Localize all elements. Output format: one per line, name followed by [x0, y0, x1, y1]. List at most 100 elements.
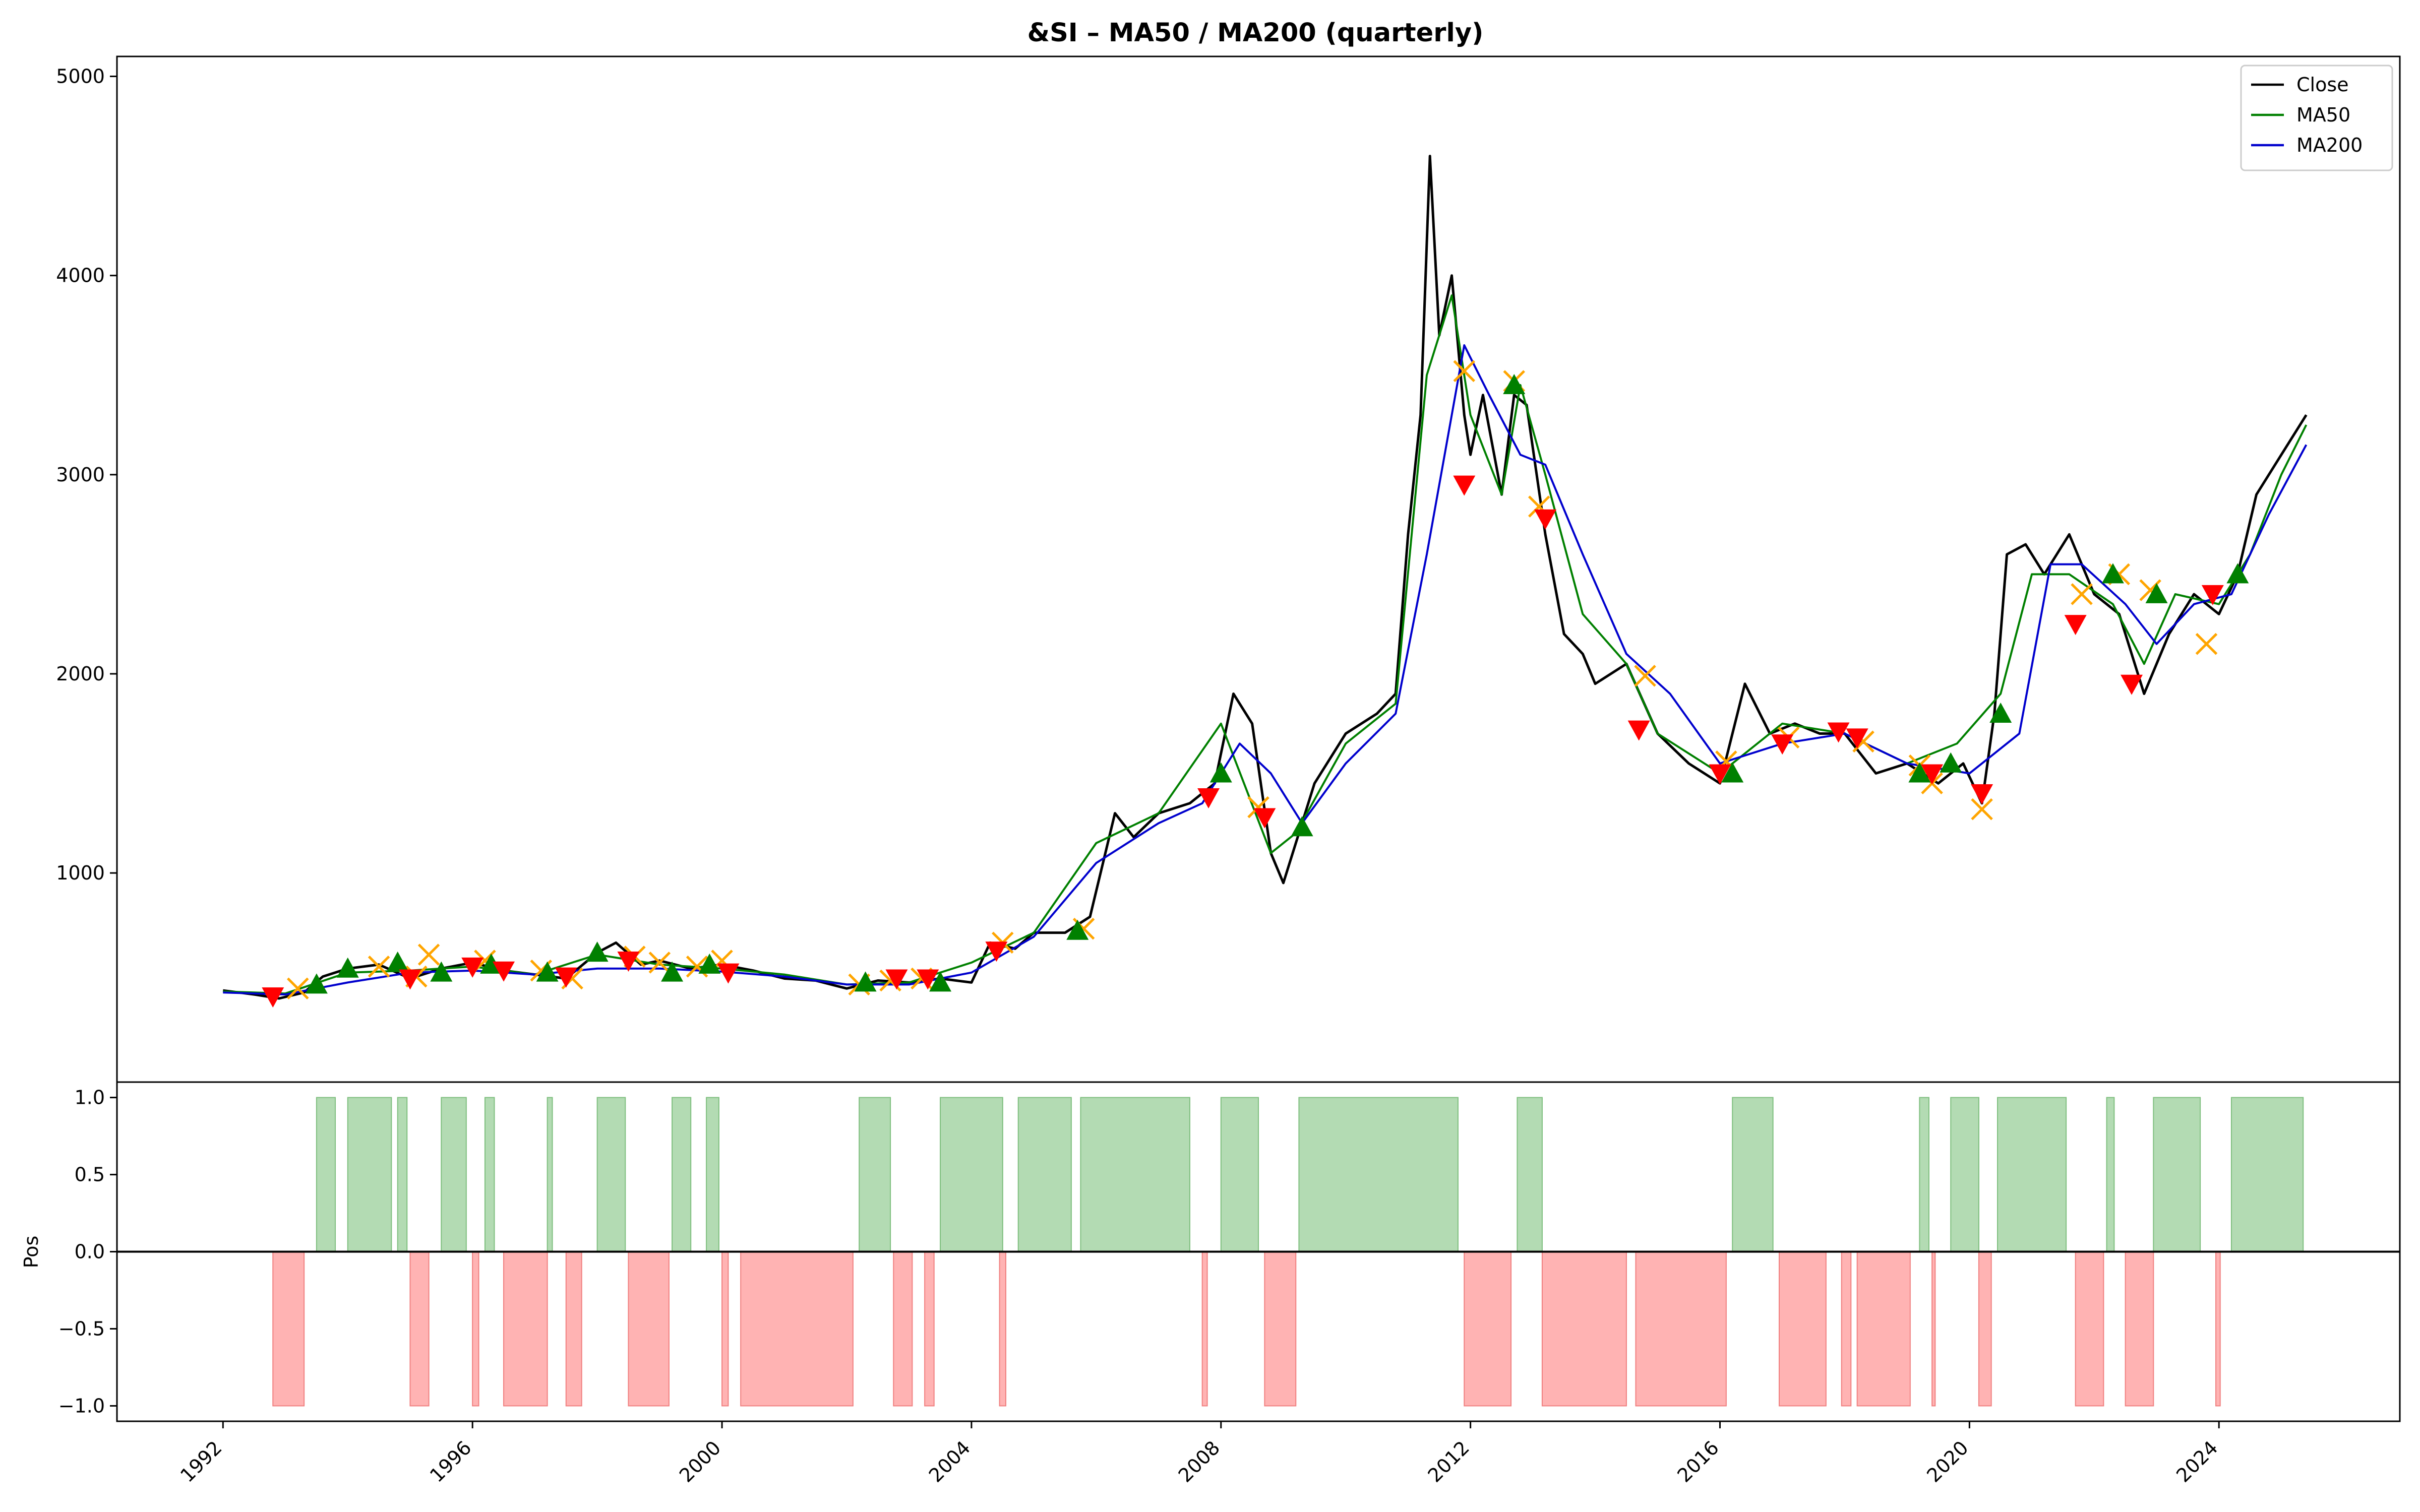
long-position-area [940, 1097, 1003, 1252]
buy-signal-marker [661, 961, 684, 982]
position-plot-area [117, 1097, 2400, 1407]
buy-signal-marker [1291, 816, 1313, 837]
long-position-area [397, 1097, 408, 1252]
short-position-area [503, 1251, 548, 1407]
short-position-area [565, 1251, 582, 1407]
long-position-area [316, 1097, 336, 1252]
sell-signal-marker [1846, 728, 1868, 749]
long-position-area [1997, 1097, 2067, 1252]
long-position-area [1919, 1097, 1929, 1252]
position-y-tick-label: 1.0 [75, 1087, 105, 1109]
buy-signal-marker [854, 971, 877, 992]
legend-label-ma50: MA50 [2296, 104, 2350, 126]
sell-signal-marker [461, 957, 484, 978]
short-position-area [999, 1251, 1006, 1407]
long-position-area [2153, 1097, 2201, 1252]
sell-signal-marker [399, 969, 421, 990]
buy-signal-marker [2145, 583, 2168, 603]
exit-marker [2071, 583, 2093, 605]
short-position-area [1264, 1251, 1297, 1407]
short-position-area [472, 1251, 479, 1407]
short-position-area [1464, 1251, 1512, 1407]
long-position-area [547, 1097, 553, 1252]
exit-marker [368, 956, 390, 978]
series-line-ma50 [223, 294, 2308, 995]
buy-signal-marker [336, 957, 359, 978]
buy-signal-marker [929, 971, 952, 992]
sell-signal-marker [1627, 720, 1650, 741]
sell-signal-marker [2064, 615, 2087, 636]
short-position-area [924, 1251, 935, 1407]
short-position-area [2125, 1251, 2154, 1407]
buy-signal-marker [1721, 762, 1744, 783]
chart-title: &SI – MA50 / MA200 (quarterly) [1027, 18, 1484, 48]
short-position-area [740, 1251, 854, 1407]
legend-label-ma200: MA200 [2296, 134, 2363, 156]
long-position-area [1517, 1097, 1543, 1252]
position-y-tick-label: −1.0 [58, 1395, 105, 1417]
price-plot-area [222, 155, 2308, 1008]
sell-signal-marker [1827, 722, 1850, 743]
legend: Close MA50 MA200 [2240, 65, 2393, 171]
buy-signal-marker [1209, 762, 1232, 783]
long-position-area [1080, 1097, 1190, 1252]
short-position-area [409, 1251, 430, 1407]
price-y-tick-label: 5000 [56, 66, 105, 88]
short-position-area [2075, 1251, 2104, 1407]
position-y-axis: −1.0 −0.5 0.0 0.5 1.0 [58, 1087, 117, 1417]
sell-signal-marker [917, 969, 939, 990]
sell-signal-marker [1921, 764, 1944, 785]
sell-signal-marker [617, 951, 640, 972]
short-position-area [1201, 1251, 1208, 1407]
exit-marker [2195, 633, 2218, 655]
price-y-tick-label: 1000 [56, 862, 105, 884]
sell-signal-marker [717, 963, 740, 984]
buy-signal-marker [1503, 373, 1526, 394]
buy-signal-marker [536, 961, 559, 982]
buy-signal-marker [1989, 702, 2012, 723]
sell-signal-marker [1534, 509, 1557, 530]
long-position-area [596, 1097, 626, 1252]
sell-signal-marker [1971, 784, 1993, 805]
position-y-tick-label: −0.5 [58, 1317, 105, 1340]
sell-signal-marker [2201, 585, 2224, 605]
long-position-area [672, 1097, 692, 1252]
long-position-area [706, 1097, 719, 1252]
position-y-tick-label: 0.5 [75, 1164, 105, 1186]
buy-signal-marker [698, 953, 721, 974]
exit-marker [417, 943, 440, 966]
sell-signal-marker [1197, 788, 1220, 808]
buy-signal-marker [386, 951, 409, 972]
position-panel: −1.0−0.50.00.51.0 Pos 1992 1996 2000 2004 20… [20, 1081, 2401, 1487]
long-position-area [484, 1097, 495, 1252]
short-position-area [1856, 1251, 1911, 1407]
buy-signal-marker [1066, 919, 1089, 940]
sell-signal-marker [1253, 808, 1276, 829]
sell-signal-marker [262, 987, 284, 1008]
short-position-area [1541, 1251, 1627, 1407]
exit-marker [648, 952, 671, 974]
long-position-area [2106, 1097, 2115, 1252]
exit-marker [1971, 798, 1993, 821]
price-y-tick-label: 4000 [56, 265, 105, 287]
long-position-area [2230, 1097, 2304, 1252]
legend-label-close: Close [2296, 74, 2349, 96]
long-position-area [1220, 1097, 1259, 1252]
position-y-tick-label: 0.0 [75, 1241, 105, 1263]
short-position-area [893, 1251, 913, 1407]
short-position-area [721, 1251, 729, 1407]
buy-signal-marker [430, 961, 453, 982]
long-position-area [1017, 1097, 1072, 1252]
short-position-area [272, 1251, 305, 1407]
price-panel: 1000 2000 3000 4000 5000 Close MA50 MA200 [56, 55, 2401, 1083]
sell-signal-marker [493, 961, 515, 982]
buy-signal-marker [1908, 762, 1931, 783]
short-position-area [1779, 1251, 1827, 1407]
long-position-area [347, 1097, 392, 1252]
sell-signal-marker [2121, 674, 2143, 695]
long-position-area [1298, 1097, 1459, 1252]
position-y-axis-label: Pos [20, 1236, 42, 1269]
buy-signal-marker [2101, 563, 2124, 584]
long-position-area [441, 1097, 467, 1252]
